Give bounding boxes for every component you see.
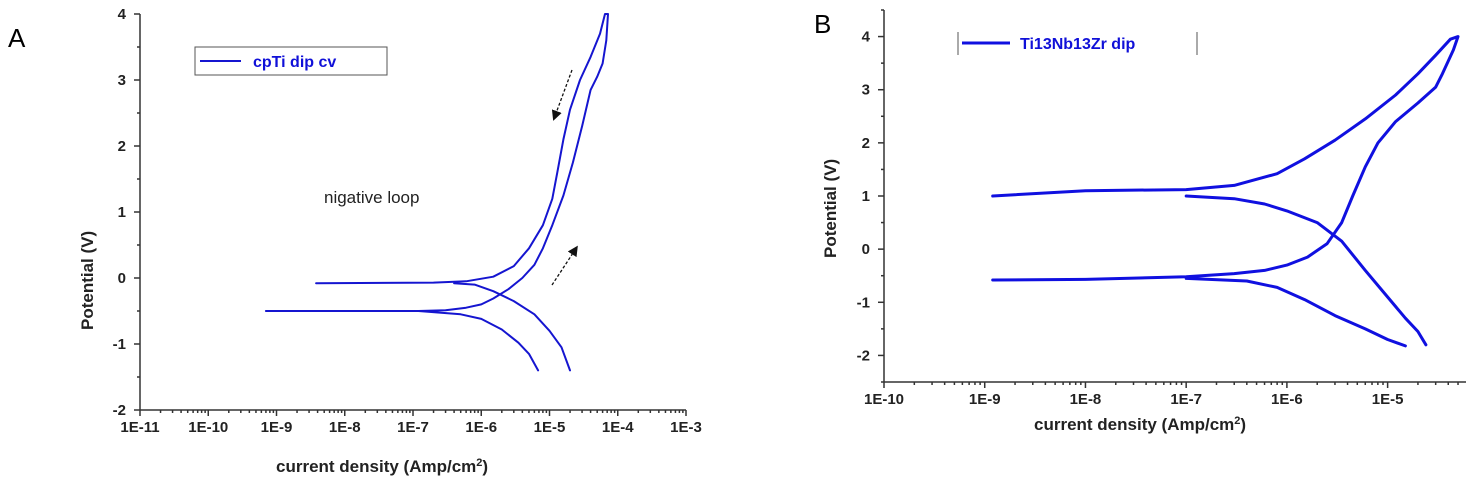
x-tick-label: 1E-7 (1170, 391, 1202, 408)
y-tick-label: 2 (118, 138, 126, 155)
x-tick-label: 1E-8 (1070, 391, 1102, 408)
x-tick-label: 1E-9 (261, 419, 293, 436)
x-tick-label: 1E-10 (864, 391, 904, 408)
y-tick-label: -1 (113, 336, 126, 353)
series-curve-1 (991, 35, 1460, 282)
series-curve-3 (417, 310, 540, 372)
y-tick-label: 4 (862, 29, 871, 46)
ascending-arrow (551, 245, 578, 286)
y-axis-label: Potential (V) (78, 231, 97, 330)
x-tick-label: 1E-5 (534, 419, 566, 436)
legend-label: cpTi dip cv (253, 54, 336, 71)
series-curve-2 (453, 282, 571, 372)
legend-label: Ti13Nb13Zr dip (1020, 36, 1136, 53)
panel-b: B -2 -1 0 1 2 3 4 1E-10 1E-9 1E-8 1E-7 1E-6 1E-5 Ti1… (814, 9, 1466, 434)
x-tick-label: 1E-9 (969, 391, 1001, 408)
y-tick-label: 1 (118, 204, 126, 221)
y-tick-label: 2 (862, 135, 870, 152)
annotation-text: nigative loop (324, 188, 419, 207)
panel-b-label: B (814, 9, 831, 39)
y-tick-label: 4 (118, 6, 127, 23)
y-tick-label: -2 (857, 347, 870, 364)
y-tick-label: -2 (113, 402, 126, 419)
y-tick-label: 0 (862, 241, 870, 258)
x-tick-label: 1E-8 (329, 419, 361, 436)
x-tick-label: 1E-3 (670, 419, 702, 436)
x-axis-label: current density (Amp/cm2) (1034, 415, 1246, 434)
x-tick-label: 1E-6 (465, 419, 497, 436)
x-axis-label: current density (Amp/cm2) (276, 457, 488, 476)
x-tick-label: 1E-6 (1271, 391, 1303, 408)
x-tick-label: 1E-4 (602, 419, 634, 436)
x-tick-label: 1E-10 (188, 419, 228, 436)
y-tick-label: 3 (862, 82, 870, 99)
series-curve-3 (1184, 276, 1407, 348)
descending-arrow (551, 69, 573, 121)
y-tick-label: 3 (118, 72, 126, 89)
x-tick-label: 1E-5 (1372, 391, 1404, 408)
y-tick-label: 0 (118, 270, 126, 287)
y-tick-label: 1 (862, 188, 870, 205)
panel-a-legend: cpTi dip cv (194, 46, 388, 76)
panel-a: A -2 -1 0 1 2 3 4 1E-11 1E-10 1E-9 1E-8 1E-7 1E-6 1E-… (8, 6, 702, 476)
legend-box (194, 46, 388, 76)
x-tick-label: 1E-11 (120, 419, 159, 436)
series-curve-1 (264, 13, 609, 312)
y-axis-label: Potential (V) (821, 159, 840, 258)
x-tick-label: 1E-7 (397, 419, 429, 436)
panel-b-legend: Ti13Nb13Zr dip (957, 32, 1198, 55)
series-curve-2 (1184, 194, 1428, 347)
y-tick-label: -1 (857, 294, 870, 311)
panel-a-label: A (8, 23, 26, 53)
